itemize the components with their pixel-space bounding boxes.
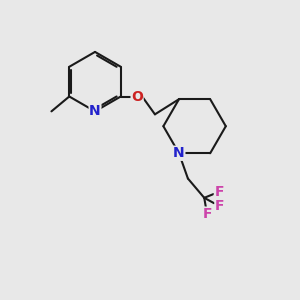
Text: O: O (131, 89, 143, 103)
Text: N: N (89, 104, 101, 118)
Text: F: F (202, 207, 212, 221)
Text: N: N (173, 146, 185, 160)
Text: F: F (215, 199, 224, 213)
Text: F: F (214, 185, 224, 199)
